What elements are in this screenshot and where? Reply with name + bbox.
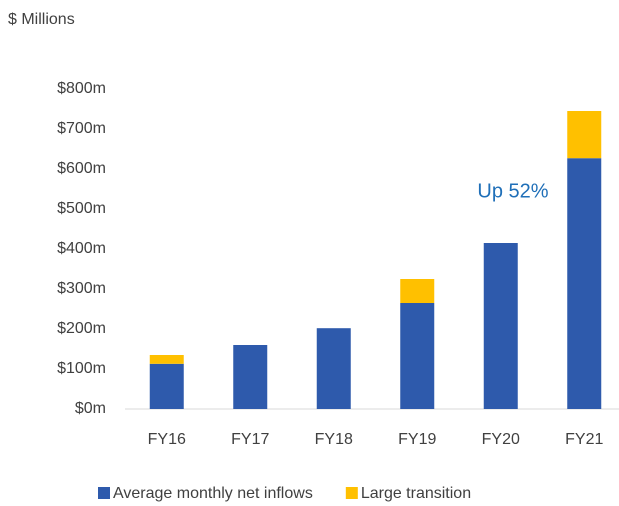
legend-swatch: [98, 487, 110, 499]
y-tick-label: $400m: [57, 240, 106, 257]
x-tick-label: FY18: [315, 431, 353, 448]
bar-segment: [316, 328, 351, 409]
bar-segment: [567, 158, 602, 409]
y-tick-label: $200m: [57, 320, 106, 337]
y-tick-label: $800m: [57, 80, 106, 97]
bar-segment: [567, 111, 602, 159]
y-tick-label: $300m: [57, 280, 106, 297]
legend-label: Large transition: [361, 485, 471, 502]
y-tick-label: $100m: [57, 360, 106, 377]
y-axis-title: $ Millions: [8, 11, 75, 28]
bar-segment: [149, 363, 184, 409]
legend-swatch: [345, 487, 358, 499]
bar-segment: [400, 303, 435, 409]
y-tick-label: $0m: [75, 400, 106, 417]
y-tick-label: $600m: [57, 160, 106, 177]
y-tick-label: $500m: [57, 200, 106, 217]
annotation: Up 52%: [477, 180, 548, 202]
x-tick-label: FY16: [148, 431, 186, 448]
bar-segment: [233, 345, 268, 409]
legend-label: Average monthly net inflows: [113, 485, 313, 502]
bar-segment: [149, 355, 184, 364]
x-tick-label: FY19: [398, 431, 436, 448]
x-tick-label: FY21: [565, 431, 603, 448]
y-tick-label: $700m: [57, 120, 106, 137]
bar-segment: [400, 279, 435, 303]
x-tick-label: FY20: [482, 431, 520, 448]
bar-segment: [483, 243, 518, 409]
x-tick-label: FY17: [231, 431, 269, 448]
